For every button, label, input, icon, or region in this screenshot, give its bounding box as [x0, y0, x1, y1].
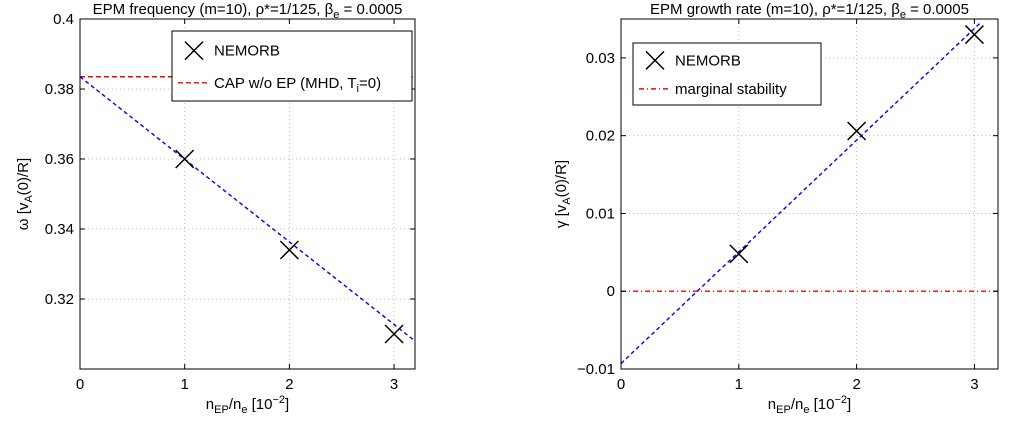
y-axis-label: γ [vA(0)/R]: [553, 160, 573, 228]
x-tick-label: 2: [852, 376, 860, 393]
axes-frame: [620, 18, 999, 370]
y-tick-label: 0.32: [45, 291, 74, 308]
legend-label: NEMORB: [214, 43, 280, 60]
x-tick-label: 3: [970, 376, 978, 393]
legend-marker-icon: [645, 50, 665, 70]
legend-box: [632, 42, 822, 106]
y-tick-label: 0: [607, 283, 615, 300]
chart-title: EPM growth rate (m=10), ρ*=1/125, βe = 0…: [650, 1, 969, 21]
y-tick-label: 0.03: [586, 50, 615, 67]
legend-marker-icon: [184, 41, 204, 61]
legend-box: [171, 30, 413, 102]
y-tick-label: 0.34: [45, 221, 74, 238]
data-point: [175, 149, 195, 169]
x-tick-label: 0: [617, 376, 625, 393]
x-axis-label: nEP/ne [10−2]: [768, 394, 851, 416]
y-tick-label: 0.01: [586, 205, 615, 222]
y-tick-label: 0.4: [53, 11, 74, 28]
y-tick-label: 0.38: [45, 81, 74, 98]
y-tick-label: 0.02: [586, 128, 615, 145]
data-point: [847, 121, 867, 141]
x-axis-label: nEP/ne [10−2]: [206, 394, 289, 416]
axes-frame: [79, 18, 416, 370]
x-tick-label: 3: [390, 376, 398, 393]
chart-1: 0 1 2 3 0.32 0.34 0.36 0.38 0.4 EPM frequency (m=…: [15, 1, 416, 416]
legend-label: marginal stability: [675, 81, 787, 98]
x-tick-label: 2: [285, 376, 293, 393]
data-point: [729, 244, 749, 264]
x-tick-label: 1: [181, 376, 189, 393]
fit-line: [79, 76, 416, 342]
x-tick-label: 0: [76, 376, 84, 393]
y-axis-label: ω [vA(0)/R]: [15, 158, 35, 230]
y-tick-label: −0.01: [577, 361, 615, 378]
y-tick-label: 0.36: [45, 151, 74, 168]
data-point: [279, 240, 299, 260]
fit-line: [620, 22, 981, 365]
data-point: [964, 25, 984, 45]
legend: NEMORB CAP w/o EP (MHD, Ti=0): [171, 30, 413, 102]
legend-label: CAP w/o EP (MHD, Ti=0): [214, 75, 381, 95]
legend-label: NEMORB: [675, 52, 741, 69]
x-tick-label: 1: [735, 376, 743, 393]
legend: NEMORB marginal stability: [632, 42, 822, 106]
chart-title: EPM frequency (m=10), ρ*=1/125, βe = 0.0…: [93, 1, 403, 21]
data-point: [384, 324, 404, 344]
